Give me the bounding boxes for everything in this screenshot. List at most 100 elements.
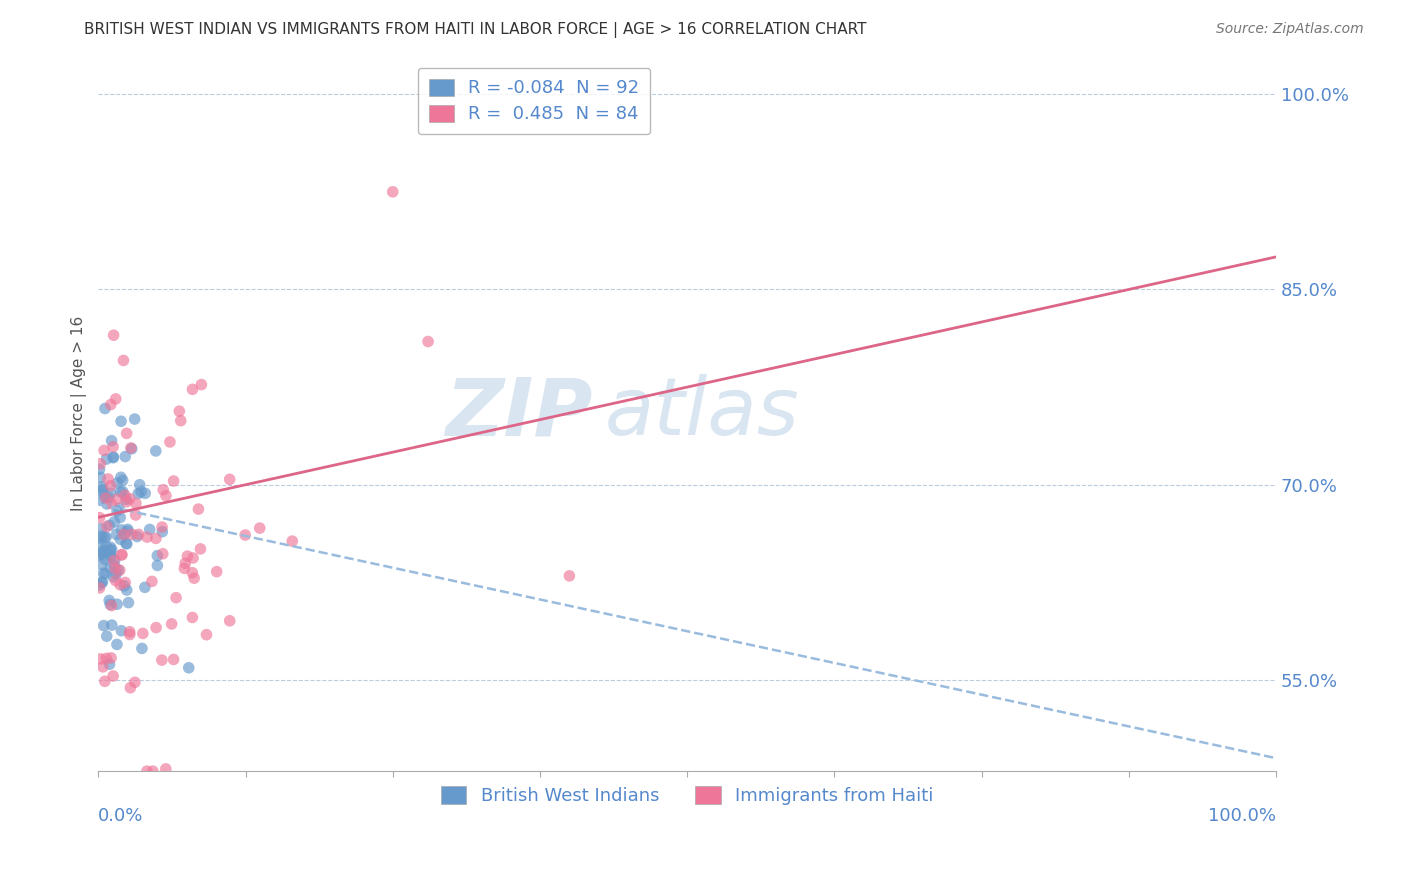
- Text: Source: ZipAtlas.com: Source: ZipAtlas.com: [1216, 22, 1364, 37]
- Point: [91, 566, 114, 581]
- Point: [118, 624, 141, 639]
- Point: [190, 541, 212, 556]
- Point: [105, 492, 128, 507]
- Point: [104, 552, 127, 566]
- Point: [112, 527, 135, 541]
- Point: [100, 434, 122, 448]
- Point: [117, 596, 139, 610]
- Point: [114, 575, 136, 590]
- Point: [162, 474, 184, 488]
- Text: BRITISH WEST INDIAN VS IMMIGRANTS FROM HAITI IN LABOR FORCE | AGE > 16 CORRELATI: BRITISH WEST INDIAN VS IMMIGRANTS FROM H…: [84, 22, 868, 38]
- Point: [100, 549, 122, 563]
- Point: [218, 614, 240, 628]
- Point: [138, 523, 160, 537]
- Point: [170, 414, 193, 428]
- Point: [160, 616, 183, 631]
- Point: [124, 412, 146, 426]
- Point: [146, 549, 169, 563]
- Point: [98, 593, 121, 607]
- Point: [233, 528, 256, 542]
- Point: [111, 473, 134, 487]
- Point: [110, 414, 132, 428]
- Point: [173, 561, 195, 575]
- Point: [112, 527, 135, 541]
- Point: [90, 538, 112, 552]
- Point: [117, 522, 139, 536]
- Point: [100, 542, 122, 557]
- Point: [90, 652, 112, 666]
- Point: [90, 575, 112, 590]
- Point: [176, 549, 198, 563]
- Point: [104, 562, 127, 576]
- Point: [104, 392, 127, 406]
- Point: [169, 404, 191, 418]
- Point: [94, 401, 117, 416]
- Point: [150, 653, 173, 667]
- Point: [146, 558, 169, 573]
- Point: [96, 497, 118, 511]
- Point: [152, 547, 174, 561]
- Point: [152, 483, 174, 497]
- Point: [125, 496, 148, 510]
- Point: [101, 669, 124, 683]
- Point: [150, 520, 173, 534]
- Point: [98, 598, 121, 612]
- Point: [112, 579, 135, 593]
- Point: [218, 472, 240, 486]
- Point: [135, 764, 157, 779]
- Point: [103, 558, 125, 573]
- Point: [89, 548, 111, 562]
- Point: [162, 652, 184, 666]
- Point: [190, 377, 212, 392]
- Point: [132, 626, 155, 640]
- Point: [142, 764, 165, 779]
- Point: [91, 484, 114, 499]
- Text: 100.0%: 100.0%: [1208, 807, 1277, 825]
- Point: [89, 581, 111, 595]
- Point: [107, 563, 129, 577]
- Point: [115, 537, 138, 551]
- Point: [96, 519, 118, 533]
- Point: [121, 527, 143, 541]
- Point: [115, 582, 138, 597]
- Point: [105, 567, 128, 582]
- Point: [90, 522, 112, 536]
- Point: [100, 479, 122, 493]
- Point: [98, 518, 121, 533]
- Point: [94, 566, 117, 581]
- Point: [114, 450, 136, 464]
- Point: [89, 532, 111, 546]
- Point: [96, 629, 118, 643]
- Point: [100, 549, 122, 564]
- Point: [89, 462, 111, 476]
- Point: [181, 551, 204, 566]
- Point: [111, 548, 134, 562]
- Point: [118, 627, 141, 641]
- Point: [120, 681, 142, 695]
- Point: [89, 457, 111, 471]
- Point: [558, 569, 581, 583]
- Point: [159, 434, 181, 449]
- Point: [183, 571, 205, 585]
- Point: [89, 470, 111, 484]
- Point: [89, 578, 111, 592]
- Point: [94, 674, 117, 689]
- Point: [94, 530, 117, 544]
- Point: [145, 532, 167, 546]
- Point: [150, 524, 173, 539]
- Point: [134, 486, 156, 500]
- Point: [93, 443, 115, 458]
- Point: [101, 570, 124, 584]
- Point: [98, 657, 121, 672]
- Point: [101, 618, 124, 632]
- Point: [115, 536, 138, 550]
- Point: [104, 574, 127, 588]
- Point: [141, 574, 163, 589]
- Point: [118, 491, 141, 506]
- Point: [105, 504, 128, 518]
- Point: [103, 450, 125, 465]
- Point: [91, 483, 114, 497]
- Point: [91, 660, 114, 674]
- Point: [91, 546, 114, 560]
- Point: [114, 488, 136, 502]
